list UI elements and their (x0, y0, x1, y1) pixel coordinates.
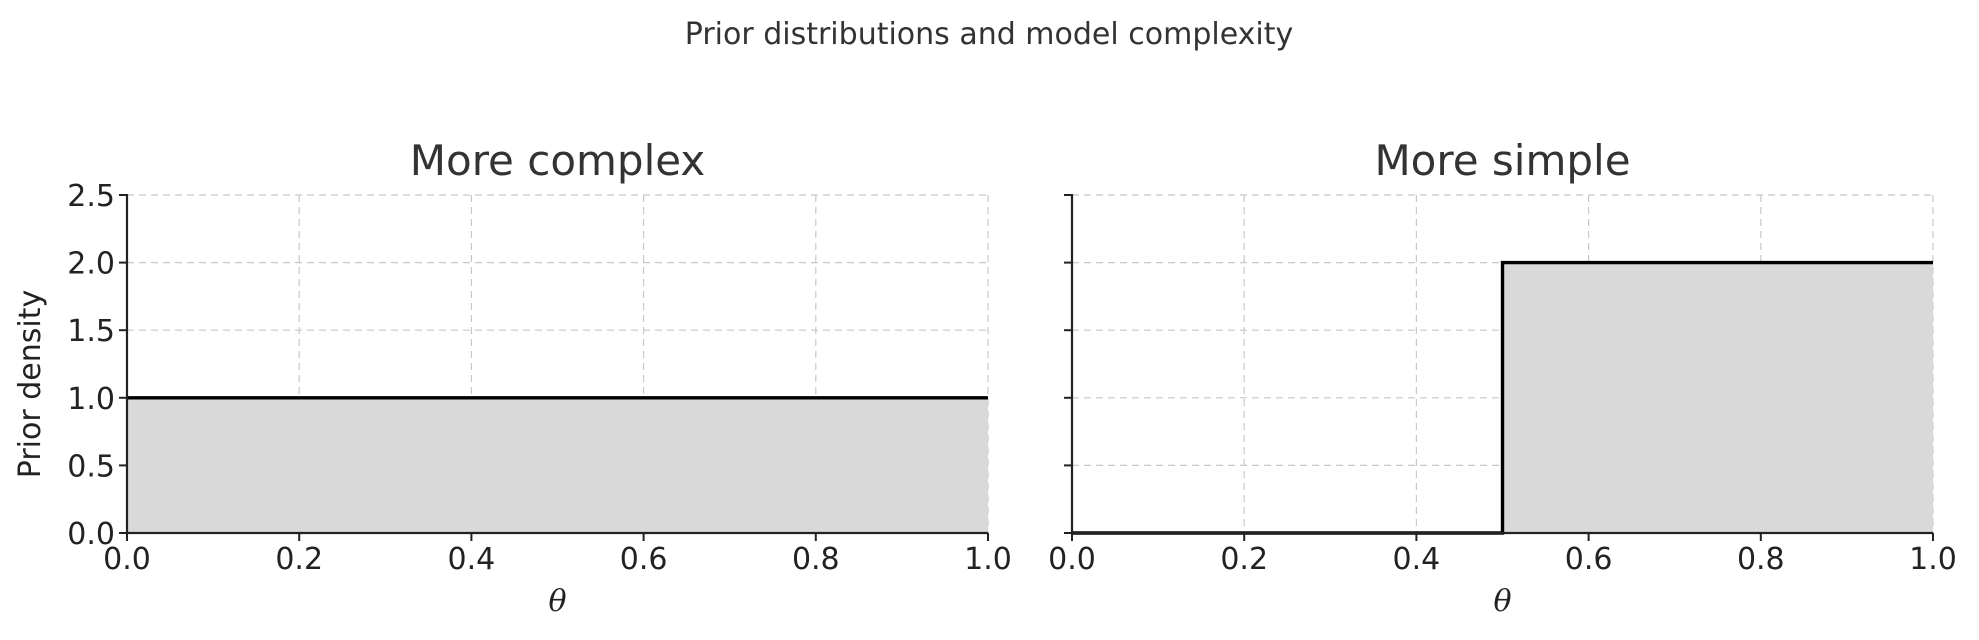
x-tick-label: 0.6 (1565, 542, 1613, 577)
figure-suptitle: Prior distributions and model complexity (685, 17, 1294, 52)
x-tick-label: 0.6 (620, 542, 668, 577)
x-tick-label: 0.0 (103, 542, 151, 577)
panel-1: 0.0 0.2 0.4 0.6 0.8 1.0 0.0 0.5 1.0 1.5 2.0 2.5 More… (13, 136, 1012, 619)
x-tick-label: 0.0 (1048, 542, 1096, 577)
x-tick-label: 0.8 (792, 542, 840, 577)
y-tick-label: 2.5 (67, 179, 115, 214)
y-tick-label: 2.0 (67, 247, 115, 282)
x-axis-label: θ (1493, 584, 1511, 619)
y-tick-label: 1.0 (67, 382, 115, 417)
y-tick-label: 0.5 (67, 449, 115, 484)
x-tick-label: 0.8 (1737, 542, 1785, 577)
y-tick-label: 1.5 (67, 314, 115, 349)
x-axis-label: θ (548, 584, 566, 619)
x-tick-label: 0.2 (275, 542, 323, 577)
panel-title: More complex (410, 136, 705, 185)
x-tick-label: 0.4 (1393, 542, 1441, 577)
panel-title: More simple (1374, 136, 1630, 185)
series-area (127, 397, 988, 533)
x-tick-label: 0.2 (1220, 542, 1268, 577)
x-tick-label: 1.0 (1909, 542, 1957, 577)
y-axis-label: Prior density (13, 290, 48, 478)
x-tick-label: 1.0 (964, 542, 1012, 577)
panel-2: 0.0 0.2 0.4 0.6 0.8 1.0 More simple θ (1048, 136, 1957, 619)
x-tick-label: 0.4 (448, 542, 496, 577)
y-tick-label: 0.0 (67, 517, 115, 552)
